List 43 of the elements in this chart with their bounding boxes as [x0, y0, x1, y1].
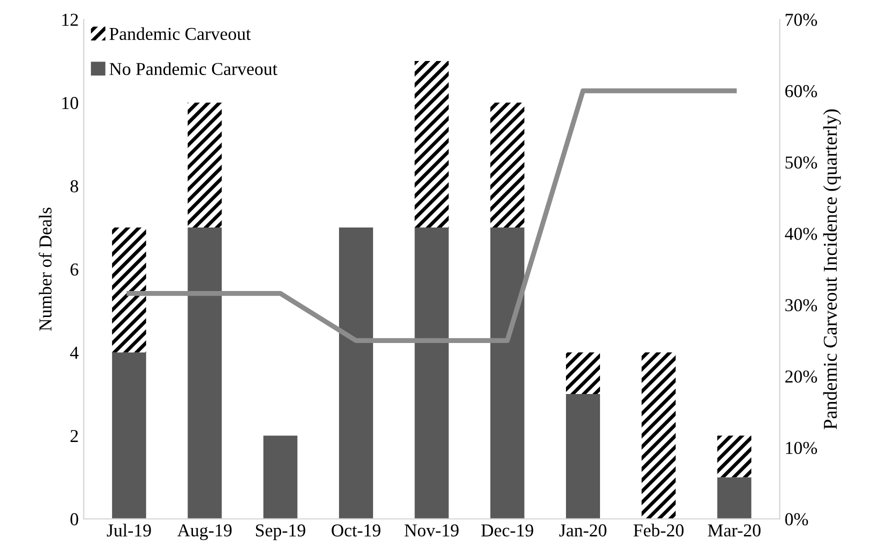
- y-tick-label: 8: [70, 180, 78, 192]
- y-tick-label: 2: [70, 430, 78, 442]
- y2-tick-label: 20%: [785, 370, 818, 383]
- y-axis-title: Number of Deals: [38, 208, 52, 331]
- x-tick-label: Oct-19: [332, 524, 380, 536]
- bar: [188, 228, 222, 519]
- bar: [112, 352, 146, 519]
- y-tick-label: 6: [70, 263, 78, 276]
- x-tick-label: Jul-19: [106, 524, 151, 536]
- bar: [490, 228, 524, 519]
- y2-tick-label: 40%: [784, 228, 818, 240]
- bar: [490, 102, 524, 228]
- x-tick-label: Nov-19: [404, 524, 459, 536]
- bar: [339, 228, 374, 519]
- y2-tick-label: 30%: [785, 299, 818, 312]
- x-tick-label: Feb-20: [634, 524, 684, 536]
- y-tick-label: 0: [70, 513, 78, 526]
- bar: [112, 228, 146, 352]
- x-tick-label: Jan-20: [559, 524, 606, 536]
- legend-label: No Pandemic Carveout: [109, 62, 278, 76]
- y2-tick-label: 0%: [785, 513, 808, 526]
- bar: [642, 352, 676, 519]
- bar: [414, 61, 449, 228]
- bar: [717, 436, 752, 478]
- y2-tick-label: 50%: [786, 156, 818, 169]
- bar: [414, 228, 449, 519]
- x-tick-label: Aug-19: [177, 524, 232, 540]
- x-tick-label: Mar-20: [708, 524, 760, 536]
- y-tick-label: 12: [62, 14, 78, 26]
- y2-tick-label: 60%: [785, 85, 818, 98]
- bar: [188, 102, 222, 228]
- bar: [566, 352, 600, 394]
- y2-axis-title: Pandemic Carveout Incidence (quarterly): [823, 109, 841, 430]
- x-tick-label: Sep-19: [256, 524, 306, 540]
- y2-tick-label: 70%: [786, 14, 818, 26]
- y-tick-label: 10: [62, 96, 78, 110]
- bar: [263, 436, 298, 519]
- bar: [566, 394, 600, 519]
- x-tick-label: Dec-19: [481, 524, 534, 536]
- legend-label: Pandemic Carveout: [109, 27, 251, 40]
- bar: [717, 477, 752, 519]
- y-tick-label: 4: [70, 346, 79, 359]
- y2-tick-label: 10%: [786, 442, 818, 454]
